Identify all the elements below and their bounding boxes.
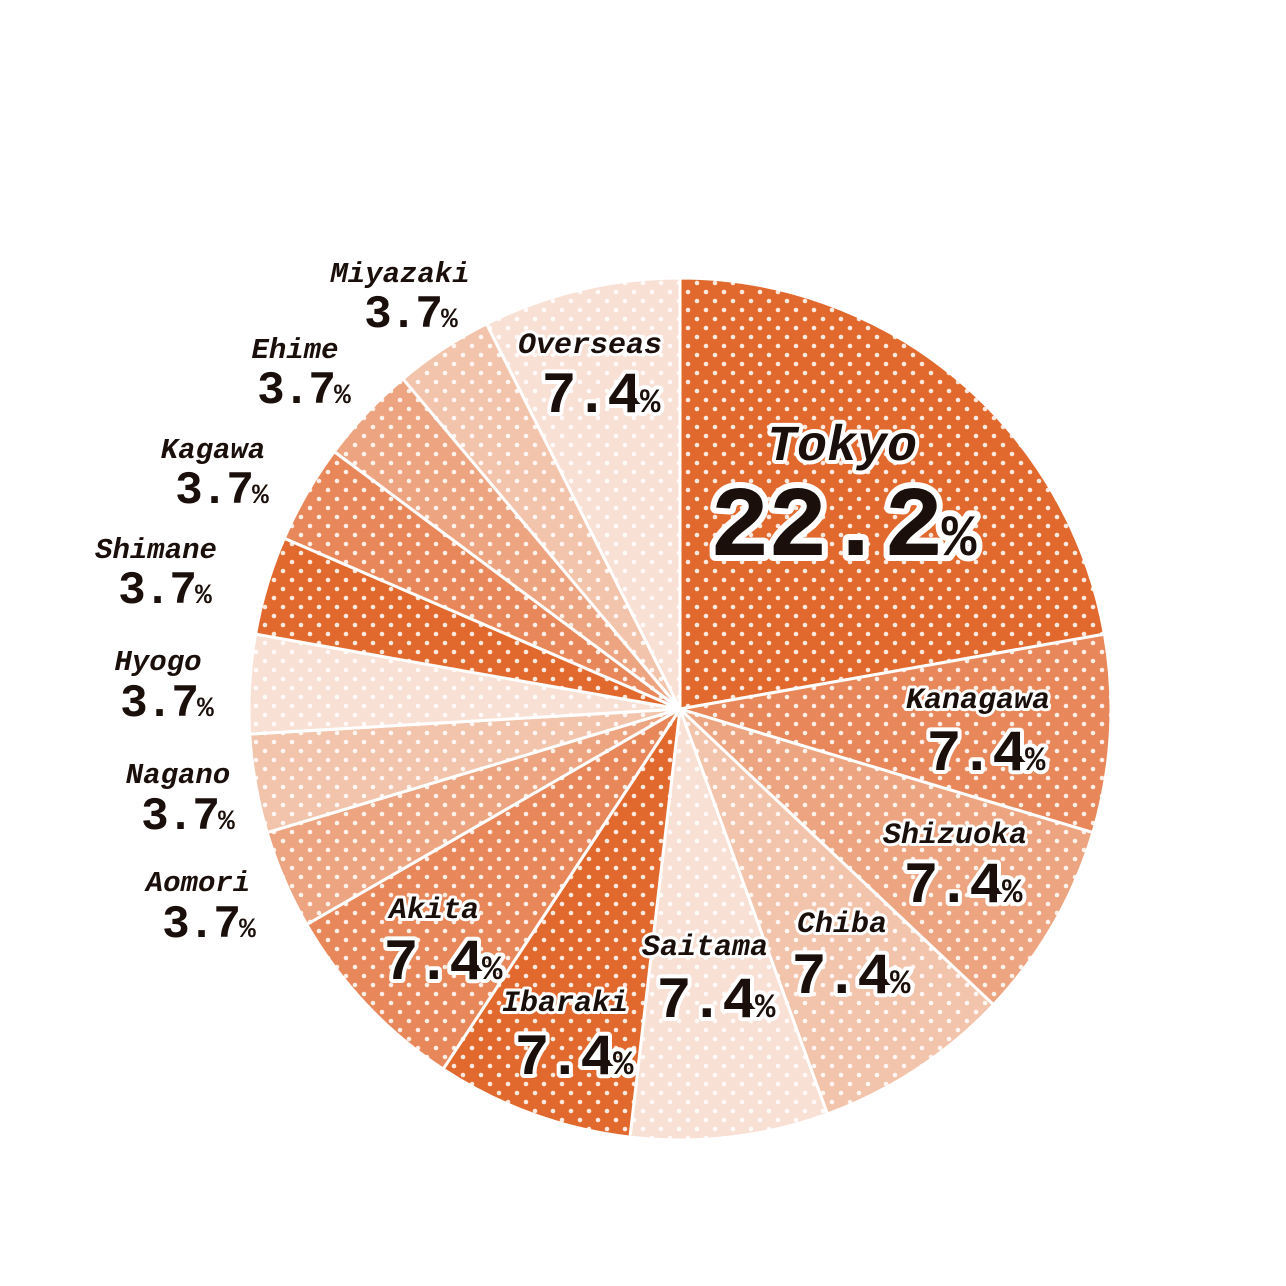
slice-kanagawa-dots	[678, 632, 1113, 835]
pie-slices	[247, 276, 1113, 1142]
slice-shizuoka-dots	[678, 707, 1095, 1007]
slice-chiba-dots	[678, 707, 995, 1116]
value-kagawa-unit: %	[252, 481, 269, 512]
value-overseas-unit: %	[640, 385, 661, 423]
value-shizuoka: 7.4%	[904, 855, 1023, 920]
value-tokyo: 22.2%	[710, 473, 977, 586]
value-chiba-unit: %	[890, 966, 911, 1004]
value-miyazaki: 3.7%	[364, 289, 458, 341]
label-nagano: Nagano	[126, 759, 230, 792]
value-miyazaki-unit: %	[441, 305, 458, 336]
value-kagawa: 3.7%	[175, 465, 269, 517]
value-ehime-number: 3.7	[257, 365, 334, 417]
slice-tokyo-dots	[678, 276, 1106, 711]
value-saitama: 7.4%	[657, 970, 776, 1035]
slice-ibaraki-dots	[441, 707, 682, 1139]
label-saitama: Saitama	[642, 931, 768, 965]
label-shizuoka: Shizuoka	[883, 819, 1027, 853]
label-tokyo: Tokyo	[767, 419, 917, 476]
label-kagawa: Kagawa	[161, 434, 265, 467]
value-tokyo-number: 22.2	[710, 473, 942, 586]
value-shimane: 3.7%	[118, 565, 212, 617]
value-hyogo-unit: %	[197, 694, 214, 725]
value-tokyo-unit: %	[942, 508, 977, 573]
value-akita: 7.4%	[384, 932, 503, 997]
value-kanagawa-unit: %	[1025, 743, 1046, 781]
label-hyogo: Hyogo	[114, 646, 201, 679]
value-akita-number: 7.4	[384, 932, 484, 997]
value-shizuoka-unit: %	[1002, 875, 1023, 913]
pie-labels: Tokyo22.2%Kanagawa7.4%Shizuoka7.4%Chiba7…	[92, 255, 1053, 1096]
value-ehime-unit: %	[334, 381, 351, 412]
value-hyogo-number: 3.7	[120, 678, 197, 730]
value-saitama-unit: %	[755, 990, 776, 1028]
value-saitama-number: 7.4	[657, 970, 757, 1035]
slice-overseas-dots	[485, 276, 682, 711]
label-aomori: Aomori	[144, 867, 250, 900]
label-ehime: Ehime	[251, 334, 338, 367]
slice-saitama-dots	[628, 707, 829, 1142]
label-chiba: Chiba	[797, 908, 887, 942]
label-kanagawa: Kanagawa	[906, 684, 1050, 718]
value-nagano-number: 3.7	[141, 791, 218, 843]
value-nagano-unit: %	[218, 807, 235, 838]
slice-akita-dots	[305, 707, 682, 1071]
value-ibaraki: 7.4%	[515, 1027, 634, 1092]
label-overseas: Overseas	[518, 329, 662, 363]
label-akita: Akita	[387, 894, 479, 928]
label-miyazaki: Miyazaki	[329, 258, 469, 291]
value-shimane-number: 3.7	[118, 565, 195, 617]
value-miyazaki-number: 3.7	[364, 289, 441, 341]
value-aomori-number: 3.7	[162, 899, 239, 951]
value-akita-unit: %	[482, 952, 503, 990]
value-chiba-number: 7.4	[792, 946, 892, 1011]
value-overseas-number: 7.4	[542, 365, 642, 430]
value-ibaraki-number: 7.4	[515, 1027, 615, 1092]
label-shimane: Shimane	[95, 534, 217, 567]
value-nagano: 3.7%	[141, 791, 235, 843]
label-ibaraki: Ibaraki	[502, 987, 628, 1021]
value-aomori-unit: %	[239, 915, 256, 946]
value-ehime: 3.7%	[257, 365, 351, 417]
value-hyogo: 3.7%	[120, 678, 214, 730]
value-ibaraki-unit: %	[613, 1047, 634, 1085]
value-kanagawa-number: 7.4	[927, 723, 1027, 788]
value-shizuoka-number: 7.4	[904, 855, 1004, 920]
value-chiba: 7.4%	[792, 946, 911, 1011]
value-kagawa-number: 3.7	[175, 465, 252, 517]
value-shimane-unit: %	[195, 581, 212, 612]
value-aomori: 3.7%	[162, 899, 256, 951]
